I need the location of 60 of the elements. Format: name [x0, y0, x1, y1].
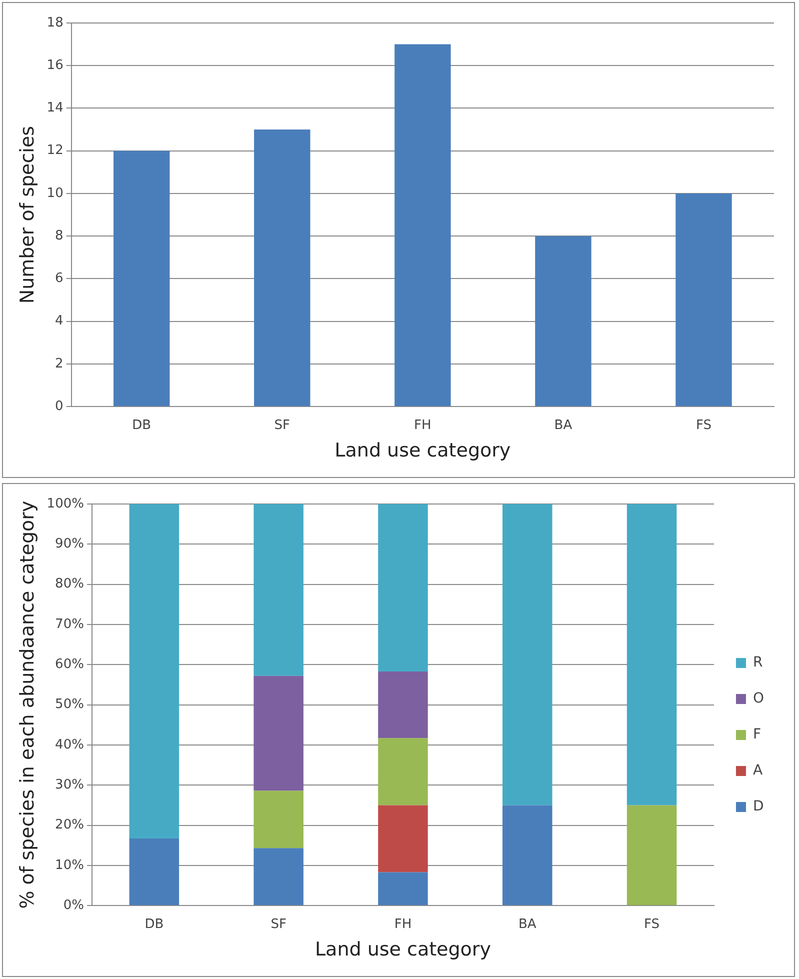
y-tick-label: 2	[55, 356, 64, 372]
x-tick-label: DB	[132, 418, 152, 433]
x-axis-title: Land use category	[314, 938, 491, 961]
bar	[535, 236, 592, 406]
bar	[129, 838, 180, 906]
y-tick-label: 0	[55, 398, 64, 414]
y-tick-label: 6	[55, 271, 64, 286]
y-tick-label: 100%	[46, 496, 84, 512]
legend-label: D	[752, 798, 764, 815]
y-tick-label: 30%	[55, 777, 84, 792]
x-tick-label: FH	[414, 418, 432, 433]
bar	[254, 790, 304, 848]
bar	[378, 671, 428, 738]
bar	[502, 504, 552, 806]
y-tick-label: 70%	[55, 616, 84, 632]
legend-label: A	[752, 762, 763, 779]
bar	[378, 504, 428, 672]
y-tick-label: 60%	[55, 657, 84, 672]
bar	[378, 805, 428, 872]
x-tick-label: BA	[554, 418, 572, 433]
y-axis-title: % of species in each abundaance category	[16, 500, 38, 909]
legend-label: R	[752, 654, 763, 671]
x-tick-label: SF	[274, 418, 290, 433]
y-tick-label: 0%	[63, 898, 84, 913]
y-tick-label: 20%	[55, 818, 84, 833]
y-tick-label: 10%	[55, 858, 84, 873]
x-tick-label: BA	[518, 916, 536, 932]
bar	[114, 150, 170, 406]
x-tick-label: SF	[270, 916, 286, 932]
x-tick-label: DB	[144, 916, 164, 932]
legend-label: F	[752, 726, 762, 743]
y-tick-label: 14	[46, 100, 64, 116]
y-tick-label: 40%	[55, 737, 84, 752]
bar	[378, 738, 428, 806]
y-tick-label: 18	[46, 15, 64, 30]
x-tick-label: FH	[394, 916, 412, 932]
bar	[502, 805, 552, 906]
y-tick-label: 90%	[55, 536, 84, 552]
bar	[394, 44, 451, 406]
bar	[626, 504, 677, 806]
bar	[378, 872, 428, 906]
bar	[676, 193, 732, 406]
y-tick-label: 16	[46, 58, 64, 73]
y-tick-label: 8	[55, 228, 64, 244]
x-axis-title: Land use category	[334, 440, 511, 462]
bar	[254, 848, 304, 906]
y-tick-label: 50%	[55, 697, 84, 712]
y-tick-label: 10	[46, 186, 64, 201]
bar	[129, 504, 180, 839]
y-tick-label: 12	[46, 143, 64, 158]
bar	[254, 676, 304, 791]
bar	[254, 504, 304, 676]
x-tick-label: FS	[696, 418, 712, 433]
bar	[254, 130, 310, 406]
y-axis-title: Number of species	[16, 126, 38, 304]
x-tick-label: FS	[644, 916, 660, 932]
bar	[626, 805, 677, 906]
y-tick-label: 80%	[55, 576, 84, 592]
legend-label: O	[752, 690, 764, 707]
y-tick-label: 4	[55, 314, 64, 329]
